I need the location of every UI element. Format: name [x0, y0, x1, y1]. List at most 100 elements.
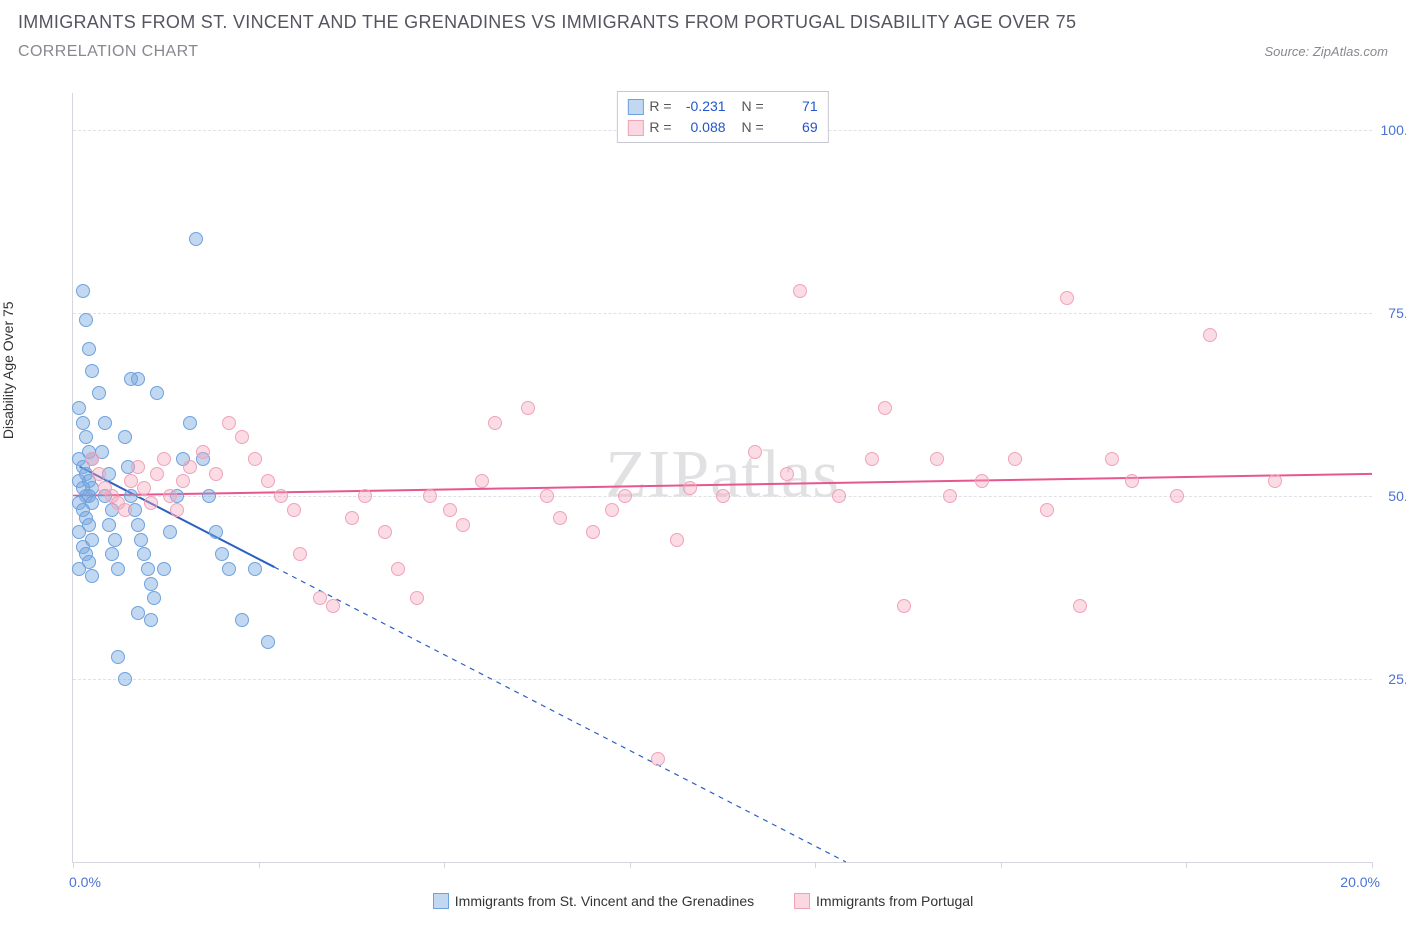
scatter-point	[293, 547, 307, 561]
scatter-point	[131, 606, 145, 620]
scatter-point	[378, 525, 392, 539]
scatter-point	[410, 591, 424, 605]
scatter-point	[943, 489, 957, 503]
scatter-point	[222, 416, 236, 430]
scatter-point	[124, 489, 138, 503]
scatter-point	[85, 364, 99, 378]
swatch-icon	[627, 99, 643, 115]
y-tick-label: 50.0%	[1388, 488, 1406, 504]
scatter-point	[1170, 489, 1184, 503]
gridline-h	[73, 679, 1372, 680]
scatter-point	[209, 467, 223, 481]
swatch-icon	[627, 120, 643, 136]
scatter-point	[248, 562, 262, 576]
x-tick	[444, 862, 445, 868]
scatter-point	[118, 672, 132, 686]
scatter-point	[144, 613, 158, 627]
scatter-point	[170, 503, 184, 517]
stat-label-r: R =	[649, 117, 671, 138]
scatter-point	[345, 511, 359, 525]
scatter-point	[261, 635, 275, 649]
scatter-point	[222, 562, 236, 576]
scatter-point	[1125, 474, 1139, 488]
scatter-point	[150, 467, 164, 481]
y-tick-label: 100.0%	[1381, 122, 1406, 138]
scatter-point	[670, 533, 684, 547]
scatter-point	[108, 533, 122, 547]
source-name: ZipAtlas.com	[1313, 44, 1388, 59]
scatter-point	[147, 591, 161, 605]
scatter-point	[157, 562, 171, 576]
subtitle-row: CORRELATION CHART Source: ZipAtlas.com	[18, 43, 1388, 61]
legend-item-series2: Immigrants from Portugal	[794, 893, 973, 909]
scatter-point	[131, 518, 145, 532]
scatter-point	[780, 467, 794, 481]
scatter-point	[1040, 503, 1054, 517]
x-tick	[630, 862, 631, 868]
scatter-point	[488, 416, 502, 430]
scatter-point	[183, 460, 197, 474]
scatter-point	[82, 342, 96, 356]
scatter-point	[105, 547, 119, 561]
chart-title: IMMIGRANTS FROM ST. VINCENT AND THE GREN…	[18, 12, 1388, 33]
legend-item-series1: Immigrants from St. Vincent and the Gren…	[433, 893, 754, 909]
x-tick	[1186, 862, 1187, 868]
scatter-point	[176, 474, 190, 488]
scatter-point	[85, 452, 99, 466]
scatter-point	[274, 489, 288, 503]
scatter-point	[326, 599, 340, 613]
scatter-point	[975, 474, 989, 488]
x-tick	[1372, 862, 1373, 868]
chart-header: IMMIGRANTS FROM ST. VINCENT AND THE GREN…	[0, 0, 1406, 67]
x-tick	[73, 862, 74, 868]
chart-subtitle: CORRELATION CHART	[18, 43, 198, 61]
scatter-point	[391, 562, 405, 576]
scatter-point	[586, 525, 600, 539]
y-tick-label: 25.0%	[1388, 671, 1406, 687]
stats-row-series1: R = -0.231 N = 71	[627, 96, 817, 117]
x-tick-label: 0.0%	[69, 874, 101, 890]
scatter-point	[157, 452, 171, 466]
scatter-point	[748, 445, 762, 459]
scatter-point	[118, 503, 132, 517]
scatter-point	[183, 416, 197, 430]
scatter-point	[235, 430, 249, 444]
scatter-point	[72, 525, 86, 539]
x-tick	[815, 862, 816, 868]
scatter-point	[76, 284, 90, 298]
x-tick	[259, 862, 260, 868]
scatter-point	[475, 474, 489, 488]
scatter-point	[144, 496, 158, 510]
swatch-icon	[794, 893, 810, 909]
stats-legend-box: R = -0.231 N = 71 R = 0.088 N = 69	[616, 91, 828, 143]
scatter-point	[897, 599, 911, 613]
source-attribution: Source: ZipAtlas.com	[1264, 44, 1388, 59]
scatter-point	[651, 752, 665, 766]
scatter-point	[878, 401, 892, 415]
scatter-point	[235, 613, 249, 627]
stat-value-r2: 0.088	[678, 117, 726, 138]
chart-container: Disability Age Over 75 ZIPatlas R = -0.2…	[18, 85, 1388, 915]
scatter-point	[930, 452, 944, 466]
stat-value-r1: -0.231	[678, 96, 726, 117]
scatter-point	[358, 489, 372, 503]
scatter-point	[189, 232, 203, 246]
scatter-point	[79, 313, 93, 327]
source-prefix: Source:	[1264, 44, 1312, 59]
scatter-point	[111, 562, 125, 576]
stat-value-n1: 71	[770, 96, 818, 117]
legend-label: Immigrants from St. Vincent and the Gren…	[455, 893, 754, 909]
scatter-point	[137, 547, 151, 561]
stats-row-series2: R = 0.088 N = 69	[627, 117, 817, 138]
scatter-point	[209, 525, 223, 539]
scatter-point	[423, 489, 437, 503]
plot-area: ZIPatlas R = -0.231 N = 71 R = 0.088 N =…	[72, 93, 1372, 863]
scatter-point	[443, 503, 457, 517]
scatter-point	[1073, 599, 1087, 613]
swatch-icon	[433, 893, 449, 909]
trendline-dashed	[274, 567, 846, 862]
scatter-point	[248, 452, 262, 466]
scatter-point	[1268, 474, 1282, 488]
x-tick	[1001, 862, 1002, 868]
stat-value-n2: 69	[770, 117, 818, 138]
